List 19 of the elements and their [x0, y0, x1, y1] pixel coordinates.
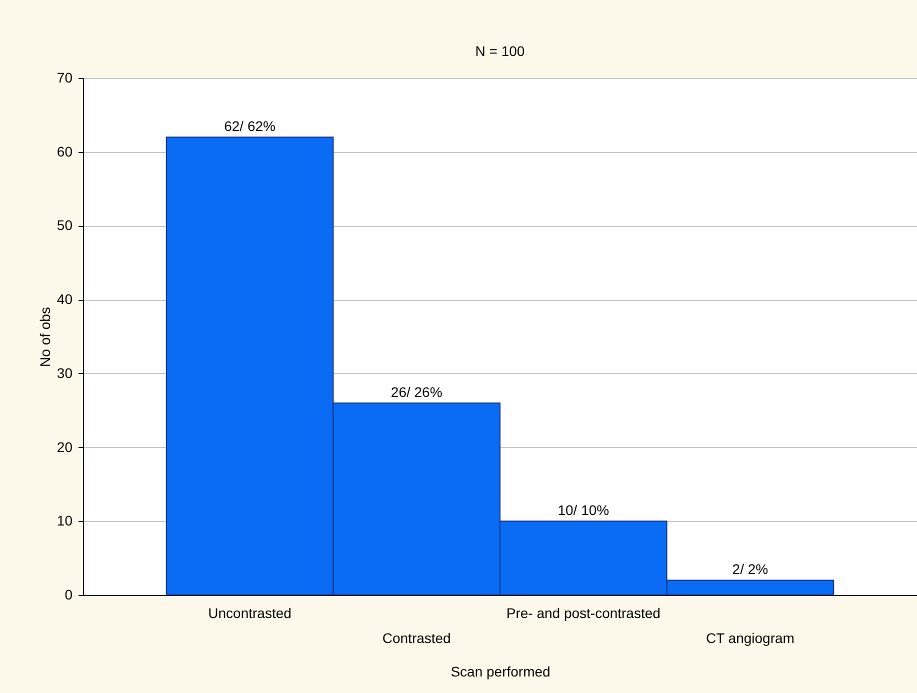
y-tick-label: 10: [56, 512, 73, 529]
data-label: 10/ 10%: [558, 502, 610, 518]
x-tick-label: Contrasted: [382, 630, 451, 646]
data-label: 26/ 26%: [390, 384, 442, 400]
x-tick-label: Uncontrasted: [208, 605, 292, 621]
y-tick-label: 30: [56, 364, 73, 381]
y-tick-label: 40: [56, 291, 73, 308]
y-tick-label: 20: [56, 438, 73, 455]
y-axis-title: No of obs: [36, 307, 53, 367]
x-tick-label: CT angiogram: [706, 630, 794, 646]
y-tick-label: 50: [56, 217, 73, 234]
y-tick-label: 70: [56, 70, 73, 86]
data-label: 2/ 2%: [732, 561, 768, 578]
chart-title: N = 100: [475, 43, 525, 59]
y-tick-label: 0: [64, 586, 73, 602]
x-axis-title: Scan performed: [450, 664, 550, 680]
x-tick-label: Pre- and post-contrasted: [506, 605, 660, 621]
y-tick-label: 60: [56, 143, 73, 160]
data-label: 62/ 62%: [224, 118, 276, 134]
